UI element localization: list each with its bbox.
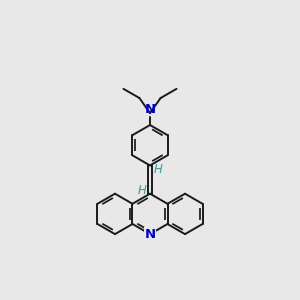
Text: N: N: [144, 103, 156, 116]
Text: H: H: [137, 184, 146, 196]
Text: N: N: [144, 228, 156, 241]
Text: H: H: [154, 163, 163, 176]
